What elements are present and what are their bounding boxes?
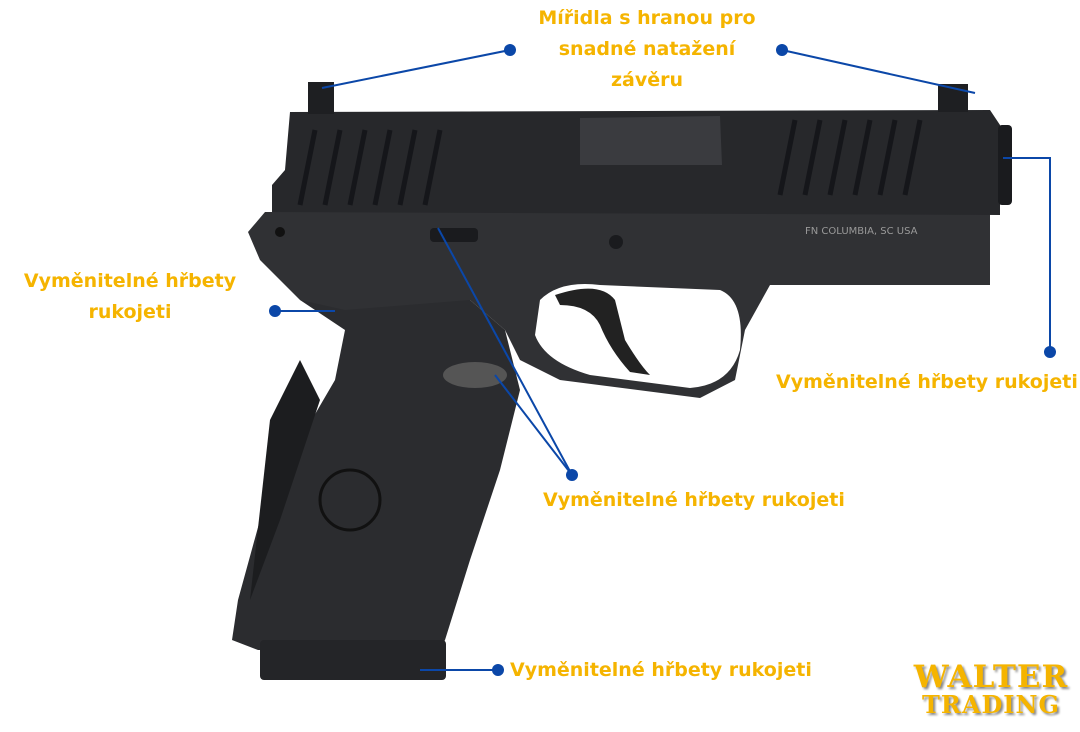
- logo-line1: WALTER: [913, 659, 1069, 695]
- callout-dots: [269, 44, 1056, 676]
- label-backstraps-middle: Vyměnitelné hřbety rukojeti: [543, 489, 845, 511]
- label-line: rukojeti: [88, 301, 172, 323]
- slide-marking: FN COLUMBIA, SC USA: [805, 226, 918, 237]
- label-backstraps-bottom: Vyměnitelné hřbety rukojeti: [510, 659, 812, 681]
- walter-trading-logo: WALTER TRADING: [908, 662, 1074, 717]
- label-line: snadné natažení: [558, 38, 736, 60]
- logo-line2: TRADING: [922, 690, 1060, 719]
- label-backstraps-right: Vyměnitelné hřbety rukojeti: [776, 371, 1078, 393]
- pistol: [232, 82, 1012, 680]
- label-line: Vyměnitelné hřbety: [23, 270, 237, 292]
- label-line: závěru: [610, 69, 684, 91]
- callout-lines: [275, 49, 1051, 671]
- label-line: Mířidla s hranou pro: [538, 7, 756, 29]
- label-sights: Mířidla s hranou pro snadné natažení záv…: [520, 3, 774, 96]
- label-backstraps-left: Vyměnitelné hřbety rukojeti: [20, 266, 240, 328]
